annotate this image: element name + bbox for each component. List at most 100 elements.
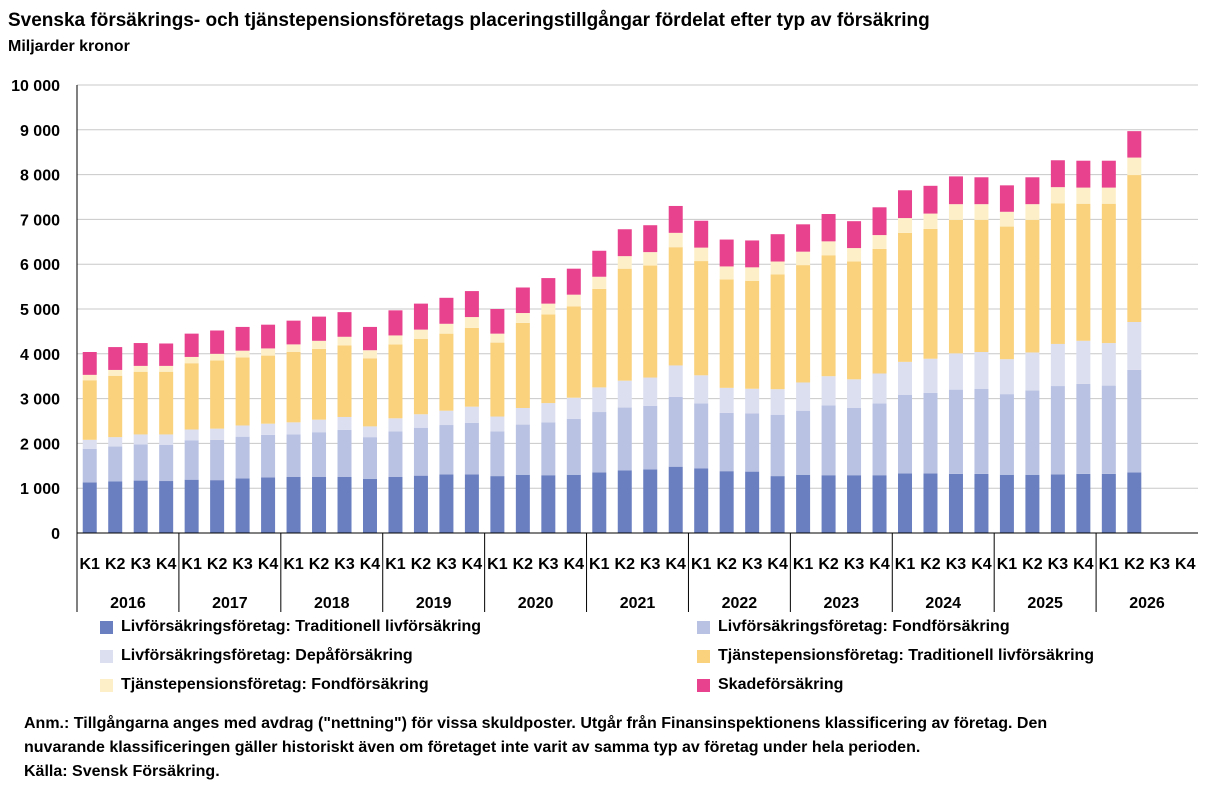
x-tick-quarter-label: K2 [716, 556, 737, 573]
bar-segment [948, 204, 963, 220]
bar-segment [566, 397, 581, 419]
bar-segment [694, 375, 709, 404]
bar-segment [362, 326, 377, 351]
bar-segment [847, 248, 862, 262]
bar-segment [643, 469, 658, 533]
bar-segment [541, 303, 556, 315]
x-tick-quarter-label: K4 [767, 556, 788, 573]
bar-segment [719, 239, 734, 267]
bar-segment [159, 481, 174, 533]
x-tick-quarter-label: K4 [360, 556, 381, 573]
bar-segment [362, 478, 377, 533]
bar-segment [388, 418, 403, 432]
bar-segment [694, 403, 709, 469]
x-tick-quarter-label: K3 [436, 556, 457, 573]
bar-segment [974, 352, 989, 389]
x-tick-year-label: 2016 [110, 595, 146, 612]
x-tick-quarter-label: K3 [946, 556, 967, 573]
bar-segment [235, 350, 250, 358]
bar-segment [999, 226, 1014, 360]
bar-segment [745, 413, 760, 472]
bar-segment [439, 425, 454, 475]
bar-segment [388, 335, 403, 345]
x-tick-quarter-label: K1 [997, 556, 1018, 573]
x-tick-quarter-label: K3 [844, 556, 865, 573]
bar-segment [286, 422, 301, 435]
y-tick-label: 10 000 [11, 78, 60, 95]
bar-segment [592, 387, 607, 413]
bar-segment [82, 448, 97, 483]
legend-swatch [100, 620, 113, 634]
bar-segment [592, 412, 607, 473]
bar-segment [261, 477, 276, 533]
bar-segment [1127, 321, 1142, 370]
x-tick-year-label: 2018 [314, 595, 350, 612]
bar-segment [1050, 187, 1065, 204]
x-tick-quarter-label: K2 [920, 556, 941, 573]
bar-segment [1025, 177, 1040, 205]
x-tick-quarter-label: K4 [1073, 556, 1094, 573]
bar-segment [999, 359, 1014, 395]
bar-segment [515, 313, 530, 323]
bar-segment [413, 329, 428, 340]
y-tick-label: 2 000 [20, 436, 60, 453]
bar-segment [159, 444, 174, 482]
bar-segment [1127, 175, 1142, 322]
bar-segment [439, 323, 454, 334]
x-tick-quarter-label: K4 [665, 556, 686, 573]
x-tick-quarter-label: K1 [283, 556, 304, 573]
bar-segment [1076, 340, 1091, 384]
bar-segment [337, 416, 352, 430]
bar-segment [413, 414, 428, 428]
bar-segment [923, 185, 938, 214]
legend-label: Tjänstepensionsföretag: Fondförsäkring [121, 676, 429, 693]
bar-segment [108, 437, 123, 447]
x-tick-quarter-label: K3 [1048, 556, 1069, 573]
bar-segment [872, 235, 887, 249]
x-tick-quarter-label: K4 [156, 556, 177, 573]
bar-segment [362, 426, 377, 438]
bar-segment [184, 333, 199, 357]
bar-segment [312, 419, 327, 433]
x-tick-quarter-label: K1 [793, 556, 814, 573]
bar-segment [694, 220, 709, 248]
bar-segment [515, 474, 530, 533]
bar-segment [948, 176, 963, 205]
bar-segment [82, 352, 97, 375]
bar-segment [210, 353, 225, 361]
bar-segment [235, 436, 250, 479]
bar-segment [388, 344, 403, 419]
bar-segment [796, 410, 811, 475]
bar-segment [515, 287, 530, 314]
bar-segment [948, 389, 963, 474]
legend-swatch [100, 678, 113, 692]
y-tick-label: 7 000 [20, 212, 60, 229]
bar-segment [82, 380, 97, 440]
bar-segment [235, 357, 250, 426]
bar-segment [694, 261, 709, 376]
bar-segment [184, 356, 199, 364]
bar-segment [694, 468, 709, 533]
bar-segment [1076, 187, 1091, 204]
x-tick-quarter-label: K2 [105, 556, 126, 573]
bar-segment [923, 473, 938, 533]
bar-segment [1101, 343, 1116, 386]
x-tick-year-label: 2017 [212, 595, 248, 612]
bar-segment [974, 388, 989, 474]
bar-segment [1050, 160, 1065, 188]
bar-segment [872, 248, 887, 374]
legend-item: Tjänstepensionsföretag: Traditionell liv… [697, 647, 1094, 665]
x-tick-quarter-label: K2 [1022, 556, 1043, 573]
legend-swatch [697, 620, 710, 634]
bar-segment [872, 475, 887, 533]
bar-segment [184, 440, 199, 480]
bar-segment [719, 387, 734, 413]
bar-segment [82, 482, 97, 533]
bar-segment [184, 479, 199, 533]
bar-segment [464, 422, 479, 475]
bar-segment [1050, 474, 1065, 533]
x-tick-quarter-label: K2 [1124, 556, 1145, 573]
legend-swatch [100, 649, 113, 663]
bar-segment [617, 407, 632, 471]
bar-segment [133, 343, 148, 366]
